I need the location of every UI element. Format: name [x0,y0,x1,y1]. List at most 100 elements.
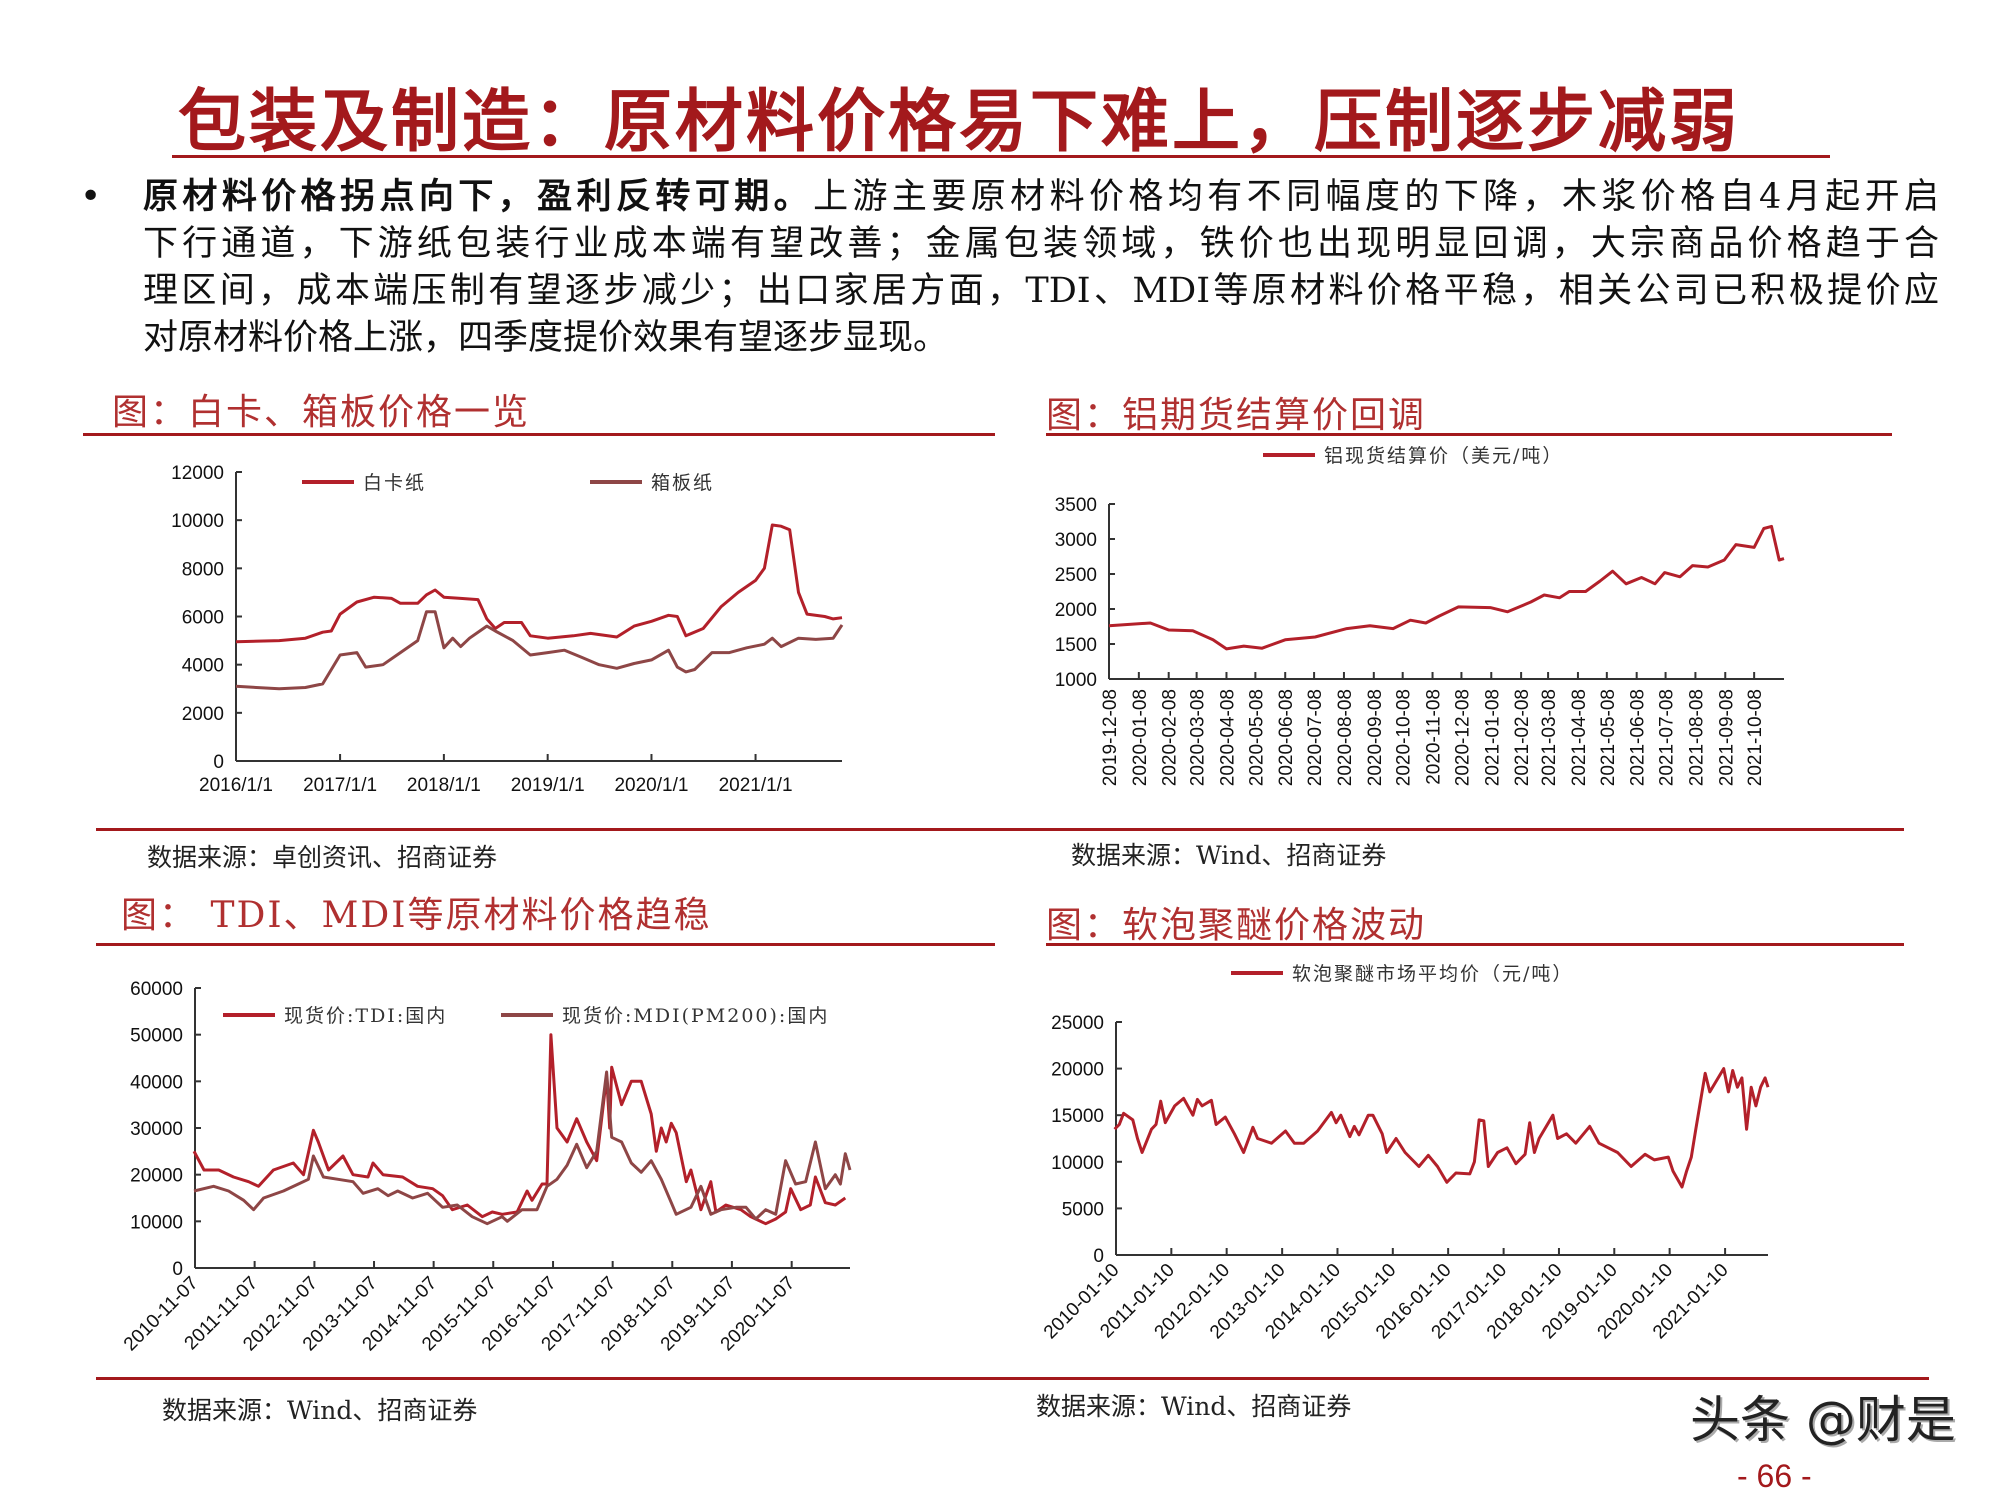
aluminum-chart: 1000 1500 2000 2500 3000 3500 2019-12-08 2020-0… [1055,495,1785,786]
legend-item-container-board: 箱板纸 [590,468,714,495]
x-tick-label: 2020-10-08 [1394,689,1415,786]
legend-label: 箱板纸 [651,472,715,494]
series-line-0 [235,523,843,644]
source-rule [96,1377,1929,1380]
x-tick-label: 2016/1/1 [199,775,273,796]
y-tick-label: 60000 [130,979,183,1000]
legend-item-mdi: 现货价:MDI(PM200):国内 [501,1001,829,1028]
x-tick-label: 2018/1/1 [407,775,481,796]
y-tick-label: 3500 [1055,495,1097,516]
legend-swatch [302,479,354,484]
x-tick-label: 2020/1/1 [614,775,688,796]
x-tick-label: 2021-10-08 [1745,689,1766,786]
y-tick-label: 15000 [1051,1106,1104,1127]
caption-rule [1046,433,1892,436]
x-tick-label: 2021-06-08 [1628,689,1649,786]
legend-swatch [1263,452,1315,457]
x-tick-label: 2017/1/1 [303,775,377,796]
x-tick-label: 2021-04-08 [1569,689,1590,786]
x-tick-label: 2021-01-08 [1482,689,1503,786]
bullet-line-3: 理区间，成本端压制有望逐步减少；出口家居方面，TDI、MDI等原材料价格平稳，相… [143,271,1939,311]
x-tick-label: 2019/1/1 [511,775,585,796]
y-tick-label: 2000 [182,704,224,725]
bullet-text: 上游主要原材料价格均有不同幅度的下降，木浆价格自4月起开启 [813,177,1939,217]
y-tick-label: 1500 [1055,635,1097,656]
x-tick-label: 2020-09-08 [1365,689,1386,786]
legend-item-white-board: 白卡纸 [302,468,426,495]
y-tick-label: 4000 [182,656,224,677]
y-tick-label: 50000 [130,1026,183,1047]
x-tick-label: 2020-05-08 [1246,689,1267,786]
y-tick-label: 2000 [1055,600,1097,621]
y-tick-label: 25000 [1051,1013,1104,1034]
title-underline [172,155,1830,158]
legend-label: 白卡纸 [363,472,427,494]
x-tick-label: 2021-05-08 [1598,689,1619,786]
paperboard-chart: 0 2000 4000 6000 8000 10000 12000 2016/1/1 2017/… [171,463,844,796]
y-tick-label: 3000 [1055,530,1097,551]
legend-swatch [1231,970,1283,975]
y-tick-label: 0 [172,1259,183,1280]
y-tick-label: 40000 [130,1072,183,1093]
x-tick-label: 2020-01-08 [1130,689,1151,786]
figure-caption-aluminum: 图：铝期货结算价回调 [1046,395,1427,436]
x-tick-label: 2020-04-08 [1217,689,1238,786]
figure-caption-polyether: 图：软泡聚醚价格波动 [1046,905,1427,946]
y-tick-label: 20000 [1051,1060,1104,1081]
bullet-line-2: 下行通道，下游纸包装行业成本端有望改善；金属包装领域，铁价也出现明显回调，大宗商… [143,224,1939,264]
y-tick-label: 6000 [182,608,224,629]
source-rule [96,828,1904,831]
page-title: 包装及制造：原材料价格易下难上，压制逐步减弱 [178,82,1741,162]
legend-label: 铝现货结算价（美元/吨） [1324,445,1564,467]
series-line-0 [1108,524,1785,651]
x-tick-label: 2020-11-08 [1424,689,1445,785]
figure-source-aluminum: 数据来源：Wind、招商证券 [1071,841,1387,870]
bullet-line-4: 对原材料价格上涨，四季度提价效果有望逐步显现。 [143,318,949,358]
x-tick-label: 2021/1/1 [719,775,793,796]
caption-rule [83,433,995,436]
bullet-lead: 原材料价格拐点向下，盈利反转可期。 [143,177,814,217]
figure-source-tdi-mdi: 数据来源：Wind、招商证券 [162,1396,478,1425]
x-tick-label: 2021-02-08 [1512,689,1533,786]
series-line-0 [1113,1067,1770,1189]
y-tick-label: 30000 [130,1119,183,1140]
page-number: - 66 - [1737,1458,1812,1494]
legend-label: 现货价:MDI(PM200):国内 [562,1005,830,1027]
watermark-logo: 头条 @财是 [1690,1391,1956,1449]
caption-rule [1046,943,1904,946]
legend-swatch [223,1012,275,1017]
figure-source-paperboard: 数据来源：卓创资讯、招商证券 [147,843,498,872]
y-tick-label: 10000 [130,1212,183,1233]
x-tick-label: 2021-08-08 [1686,689,1707,786]
x-tick-label: 2020-12-08 [1452,689,1473,786]
y-tick-label: 8000 [182,559,224,580]
figure-caption-paperboard: 图：白卡、箱板价格一览 [112,392,531,433]
x-tick-label: 2020-03-08 [1188,689,1209,786]
y-tick-label: 2500 [1055,565,1097,586]
y-tick-label: 0 [213,752,224,773]
figure-source-polyether: 数据来源：Wind、招商证券 [1036,1392,1352,1421]
x-tick-label: 2021-07-08 [1657,689,1678,786]
y-tick-label: 10000 [1051,1153,1104,1174]
series-line-1 [193,1070,852,1226]
legend-item-polyether: 软泡聚醚市场平均价（元/吨） [1231,959,1573,986]
caption-rule [96,943,995,946]
legend-label: 现货价:TDI:国内 [284,1005,448,1027]
y-tick-label: 0 [1093,1246,1104,1267]
y-tick-label: 1000 [1055,670,1097,691]
figure-caption-tdi-mdi: 图： TDI、MDI等原材料价格趋稳 [121,895,712,936]
tdi-mdi-chart: 01000020000300004000050000600002010-11-0… [120,979,852,1355]
series-line-1 [235,610,844,691]
legend-swatch [590,479,642,484]
polyether-chart: 05000100001500020000250002010-01-102011-… [1040,1013,1770,1343]
bullet-line-1: 原材料价格拐点向下，盈利反转可期。上游主要原材料价格均有不同幅度的下降，木浆价格… [143,174,1939,221]
bullet-marker: • [80,176,102,217]
x-tick-label: 2020-07-08 [1305,689,1326,786]
legend-swatch [501,1012,553,1017]
y-tick-label: 10000 [171,511,224,532]
x-tick-label: 2019-12-08 [1100,689,1121,786]
y-tick-label: 5000 [1062,1199,1104,1220]
legend-item-tdi: 现货价:TDI:国内 [223,1001,447,1028]
x-tick-label: 2020-06-08 [1276,689,1297,786]
